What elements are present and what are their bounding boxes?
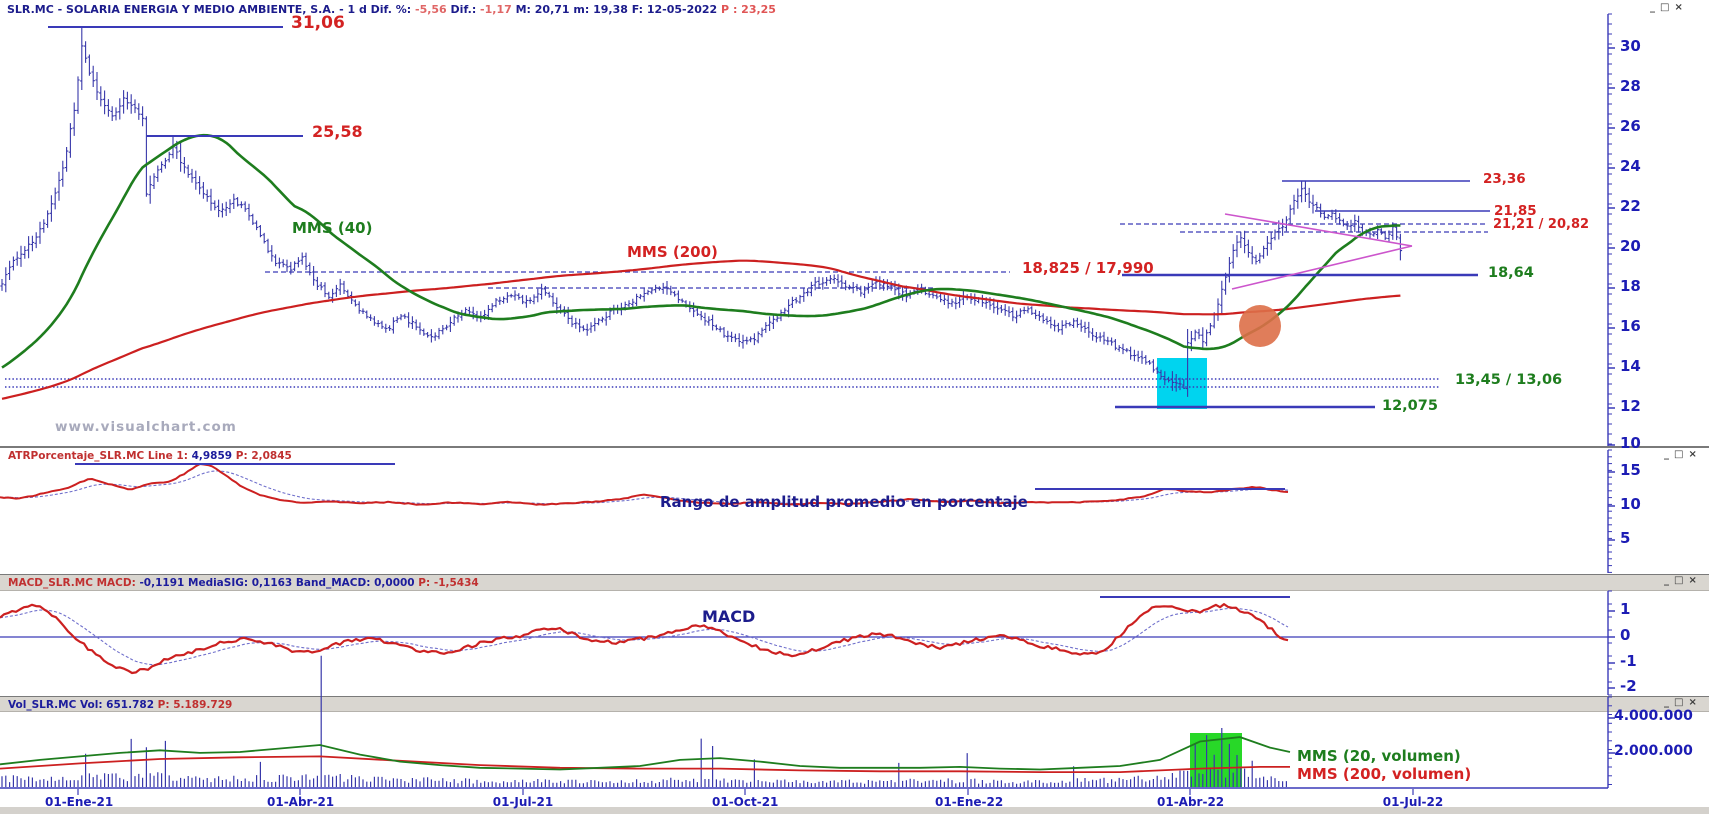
atr-close-icon[interactable]: × — [1688, 449, 1697, 460]
macd-header-part-2: -0,1191 — [139, 577, 188, 589]
macd-minimize-icon[interactable]: _ — [1664, 575, 1669, 586]
title-part-4: -1,17 — [480, 3, 512, 16]
axis-tick-label: 12 — [1620, 396, 1641, 415]
date-tick-label: 01-Ene-22 — [935, 795, 1004, 809]
axis-tick-label: 18 — [1620, 276, 1641, 295]
atr-maximize-icon[interactable]: □ — [1674, 449, 1684, 460]
watermark: www.visualchart.com — [55, 419, 237, 435]
price-level-1345-1306: 13,45 / 13,06 — [1455, 372, 1563, 388]
atr-minimize-icon[interactable]: _ — [1664, 449, 1669, 460]
mms200-label: MMS (200) — [627, 243, 718, 261]
date-tick-label: 01-Jul-22 — [1382, 795, 1444, 809]
atr-panel-title: Rango de amplitud promedio en porcentaje — [660, 493, 1028, 511]
macd-header-part-0: MACD_SLR.MC — [8, 577, 97, 589]
date-tick-label: 01-Ene-21 — [45, 795, 114, 809]
volume-panel-header: Vol_SLR.MC Vol: 651.782 P: 5.189.729 — [8, 699, 232, 711]
volume-mms20-legend: MMS (20, volumen) — [1297, 747, 1461, 765]
date-tick-label: 01-Jul-21 — [492, 795, 554, 809]
macd-panel-title: MACD — [702, 607, 756, 626]
atr-header-strip: ATRPorcentaje_SLR.MC Line 1: 4,9859 P: 2… — [0, 448, 1709, 466]
vol-maximize-icon[interactable]: □ — [1674, 697, 1684, 708]
price-level-18825-17990: 18,825 / 17,990 — [1022, 259, 1154, 277]
atr-window-controls: _ □ × — [1664, 449, 1697, 460]
title-part-5: M: 20,71 m: 19,38 F: 12-05-2022 — [511, 3, 722, 16]
vol-minimize-icon[interactable]: _ — [1664, 697, 1669, 708]
volume-header-strip: Vol_SLR.MC Vol: 651.782 P: 5.189.729 — [0, 696, 1709, 712]
axis-tick-label: 26 — [1620, 116, 1641, 135]
vol-close-icon[interactable]: × — [1688, 697, 1697, 708]
macd-header-part-7: P: -1,5434 — [418, 577, 479, 589]
main-atr-separator — [0, 446, 1709, 448]
axis-tick-label: 10 — [1620, 494, 1641, 513]
macd-panel-header: MACD_SLR.MC MACD: -0,1191 MediaSIG: 0,11… — [8, 577, 479, 589]
axis-tick-label: -1 — [1620, 651, 1637, 670]
main-window-controls: _ □ × — [1650, 2, 1683, 13]
axis-tick-label: 14 — [1620, 356, 1641, 375]
title-part-1: Dif. %: — [370, 3, 415, 16]
date-tick-label: 01-Oct-21 — [712, 795, 779, 809]
title-part-6: P : 23,25 — [721, 3, 776, 16]
mms40-label: MMS (40) — [292, 219, 373, 237]
axis-tick-label: 30 — [1620, 36, 1641, 55]
macd-header-strip: MACD_SLR.MC MACD: -0,1191 MediaSIG: 0,11… — [0, 574, 1709, 591]
atr-header-part-0: ATRPorcentaje_SLR.MC — [8, 450, 148, 462]
macd-header-part-6: 0,0000 — [374, 577, 419, 589]
main-maximize-icon[interactable]: □ — [1660, 2, 1670, 13]
axis-tick-label: 20 — [1620, 236, 1641, 255]
vol-header-part-1: Vol: 651.782 — [79, 699, 158, 711]
macd-maximize-icon[interactable]: □ — [1674, 575, 1684, 586]
title-part-2: -5,56 — [415, 3, 447, 16]
atr-header-part-3: P: 2,0845 — [235, 450, 292, 462]
price-level-2121-2082: 21,21 / 20,82 — [1493, 217, 1590, 232]
axis-tick-label: 22 — [1620, 196, 1641, 215]
title-part-0: SLR.MC - SOLARIA ENERGIA Y MEDIO AMBIENT… — [7, 3, 371, 16]
price-axis[interactable] — [1608, 0, 1709, 446]
atr-header-part-2: 4,9859 — [191, 450, 236, 462]
price-level-23-36: 23,36 — [1483, 171, 1526, 187]
price-level-31-06: 31,06 — [291, 13, 345, 33]
axis-tick-label: 5 — [1620, 528, 1631, 547]
axis-tick-label: 2.000.000 — [1614, 743, 1693, 760]
atr-header-part-1: Line 1: — [147, 450, 192, 462]
axis-tick-label: 0 — [1620, 625, 1631, 644]
title-part-3: Dif.: — [446, 3, 481, 16]
macd-panel-plot-area[interactable] — [0, 591, 1608, 695]
macd-header-part-1: MACD: — [96, 577, 140, 589]
main-close-icon[interactable]: × — [1674, 2, 1683, 13]
axis-tick-label: 4.000.000 — [1614, 708, 1693, 725]
price-level-12075: 12,075 — [1382, 398, 1438, 414]
vol-window-controls: _ □ × — [1664, 697, 1697, 708]
bottom-edge-strip — [0, 807, 1709, 814]
axis-tick-label: -2 — [1620, 676, 1637, 695]
price-level-18-64: 18,64 — [1488, 265, 1534, 281]
chart-title-bar: SLR.MC - SOLARIA ENERGIA Y MEDIO AMBIENT… — [7, 3, 776, 16]
vol-header-part-2: P: 5.189.729 — [157, 699, 233, 711]
price-panel-plot-area[interactable] — [0, 0, 1608, 446]
vol-header-part-0: Vol_SLR.MC — [8, 699, 80, 711]
atr-panel-plot-area[interactable] — [0, 466, 1608, 573]
macd-close-icon[interactable]: × — [1688, 575, 1697, 586]
axis-tick-label: 28 — [1620, 76, 1641, 95]
price-level-25-58: 25,58 — [312, 122, 363, 141]
axis-tick-label: 24 — [1620, 156, 1641, 175]
axis-tick-label: 1 — [1620, 599, 1631, 618]
macd-window-controls: _ □ × — [1664, 575, 1697, 586]
price-level-21-85: 21,85 — [1494, 203, 1537, 219]
axis-tick-label: 15 — [1620, 460, 1641, 479]
axis-tick-label: 10 — [1620, 433, 1641, 452]
axis-tick-label: 16 — [1620, 316, 1641, 335]
macd-header-part-4: 0,1163 — [251, 577, 296, 589]
date-tick-label: 01-Abr-21 — [267, 795, 335, 809]
volume-mms200-legend: MMS (200, volumen) — [1297, 765, 1472, 783]
date-tick-label: 01-Abr-22 — [1157, 795, 1225, 809]
macd-header-part-5: Band_MACD: — [295, 577, 375, 589]
main-minimize-icon[interactable]: _ — [1650, 2, 1655, 13]
macd-header-part-3: MediaSIG: — [188, 577, 252, 589]
atr-panel-header: ATRPorcentaje_SLR.MC Line 1: 4,9859 P: 2… — [8, 450, 292, 462]
